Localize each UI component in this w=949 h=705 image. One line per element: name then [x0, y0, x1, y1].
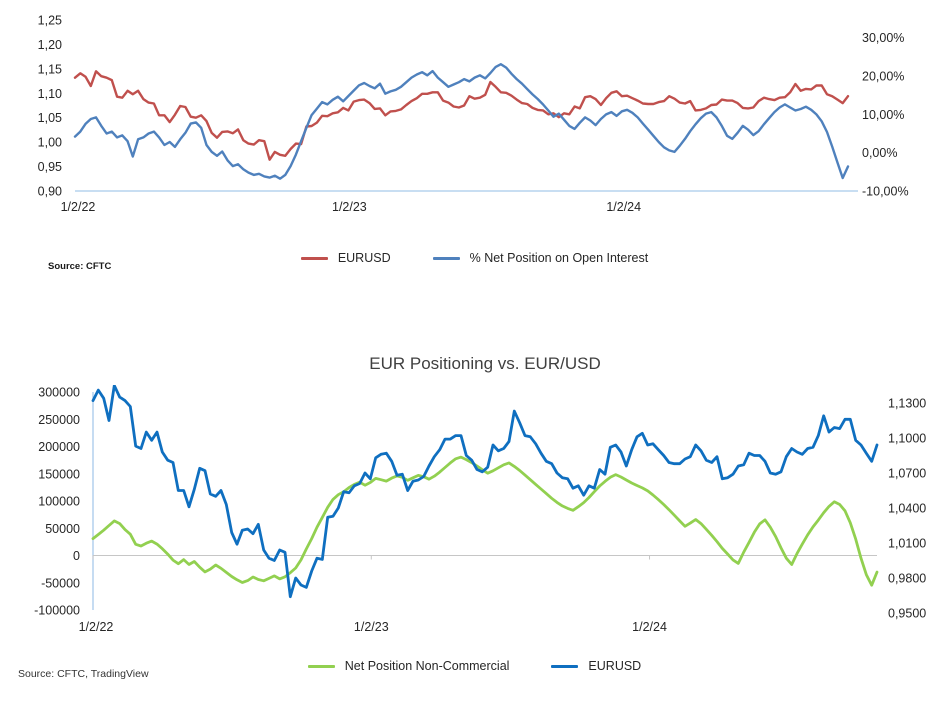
eurusd-line-marker [300, 256, 328, 260]
right-axis-tick-label: 0,9500 [888, 607, 926, 621]
eurusd-line-marker [551, 664, 579, 668]
series-line-eurusd [91, 385, 879, 599]
left-axis-tick-label: 150000 [38, 467, 80, 481]
left-axis-tick-label: 50000 [45, 522, 80, 536]
bottom-chart-source: Source: CFTC, TradingView [18, 668, 149, 680]
right-axis-tick-label: 1,0700 [888, 466, 926, 480]
left-axis-tick-label: 1,25 [38, 14, 62, 28]
series-line-eurusd [73, 70, 850, 161]
x-axis-tick-label: 1/2/23 [354, 620, 389, 634]
right-axis-tick-label: 10,00% [862, 108, 904, 122]
right-axis-tick-label: -10,00% [862, 185, 909, 199]
left-axis-tick-label: 1,20 [38, 38, 62, 52]
legend-label: EURUSD [337, 251, 391, 265]
top-chart-legend: EURUSD % Net Position on Open Interest [0, 251, 949, 265]
legend-label: EURUSD [588, 659, 642, 673]
right-axis-tick-label: 30,00% [862, 31, 904, 45]
top-chart-source: Source: CFTC [48, 261, 112, 272]
net-position-line-marker [307, 664, 335, 668]
legend-item-net-position: Net Position Non-Commercial [307, 659, 510, 673]
x-axis-tick-label: 1/2/22 [61, 200, 96, 214]
left-axis-tick-label: 1,15 [38, 62, 62, 76]
legend-label: Net Position Non-Commercial [344, 659, 510, 673]
legend-item-eurusd: EURUSD [300, 251, 391, 265]
left-axis-tick-label: -100000 [34, 604, 80, 618]
legend-item-net-oi-pct: % Net Position on Open Interest [432, 251, 649, 265]
left-axis-tick-label: -50000 [41, 576, 80, 590]
bottom-chart-title: EUR Positioning vs. EUR/USD [369, 354, 601, 373]
left-axis-tick-label: 250000 [38, 413, 80, 427]
net-oi-line-marker [432, 256, 460, 260]
right-axis-tick-label: 1,1000 [888, 431, 926, 445]
x-axis-tick-label: 1/2/23 [332, 200, 367, 214]
left-axis-tick-label: 100000 [38, 495, 80, 509]
right-axis-tick-label: 0,9800 [888, 572, 926, 586]
series-line-net-position-non-commercial [91, 455, 879, 587]
x-axis-tick-label: 1/2/24 [632, 620, 667, 634]
left-axis-tick-label: 300000 [38, 386, 80, 400]
series-line--net-position-on-open-interest [73, 62, 850, 180]
right-axis-tick-label: 1,1300 [888, 396, 926, 410]
right-axis-tick-label: 1,0100 [888, 537, 926, 551]
eurusd-net-oi-chart: 1,25 1,20 1,15 1,10 1,05 1,00 0,95 0,90 30,00% 20… [38, 14, 909, 215]
left-axis-tick-label: 200000 [38, 440, 80, 454]
left-axis-tick-label: 0 [73, 549, 80, 563]
legend-label: % Net Position on Open Interest [469, 251, 649, 265]
bottom-chart-legend: Net Position Non-Commercial EURUSD [0, 659, 949, 673]
eur-positioning-chart: 300000 250000 200000 150000 100000 50000 0 -500… [34, 385, 926, 634]
left-axis-tick-label: 1,00 [38, 136, 62, 150]
right-axis-tick-label: 0,00% [862, 146, 897, 160]
legend-item-eurusd-bottom: EURUSD [551, 659, 641, 673]
right-axis-tick-label: 20,00% [862, 70, 904, 84]
left-axis-tick-label: 1,05 [38, 111, 62, 125]
x-axis-tick-label: 1/2/24 [606, 200, 641, 214]
left-axis-tick-label: 0,90 [38, 185, 62, 199]
left-axis-tick-label: 1,10 [38, 87, 62, 101]
x-axis-tick-label: 1/2/22 [79, 620, 114, 634]
right-axis-tick-label: 1,0400 [888, 502, 926, 516]
left-axis-tick-label: 0,95 [38, 160, 62, 174]
